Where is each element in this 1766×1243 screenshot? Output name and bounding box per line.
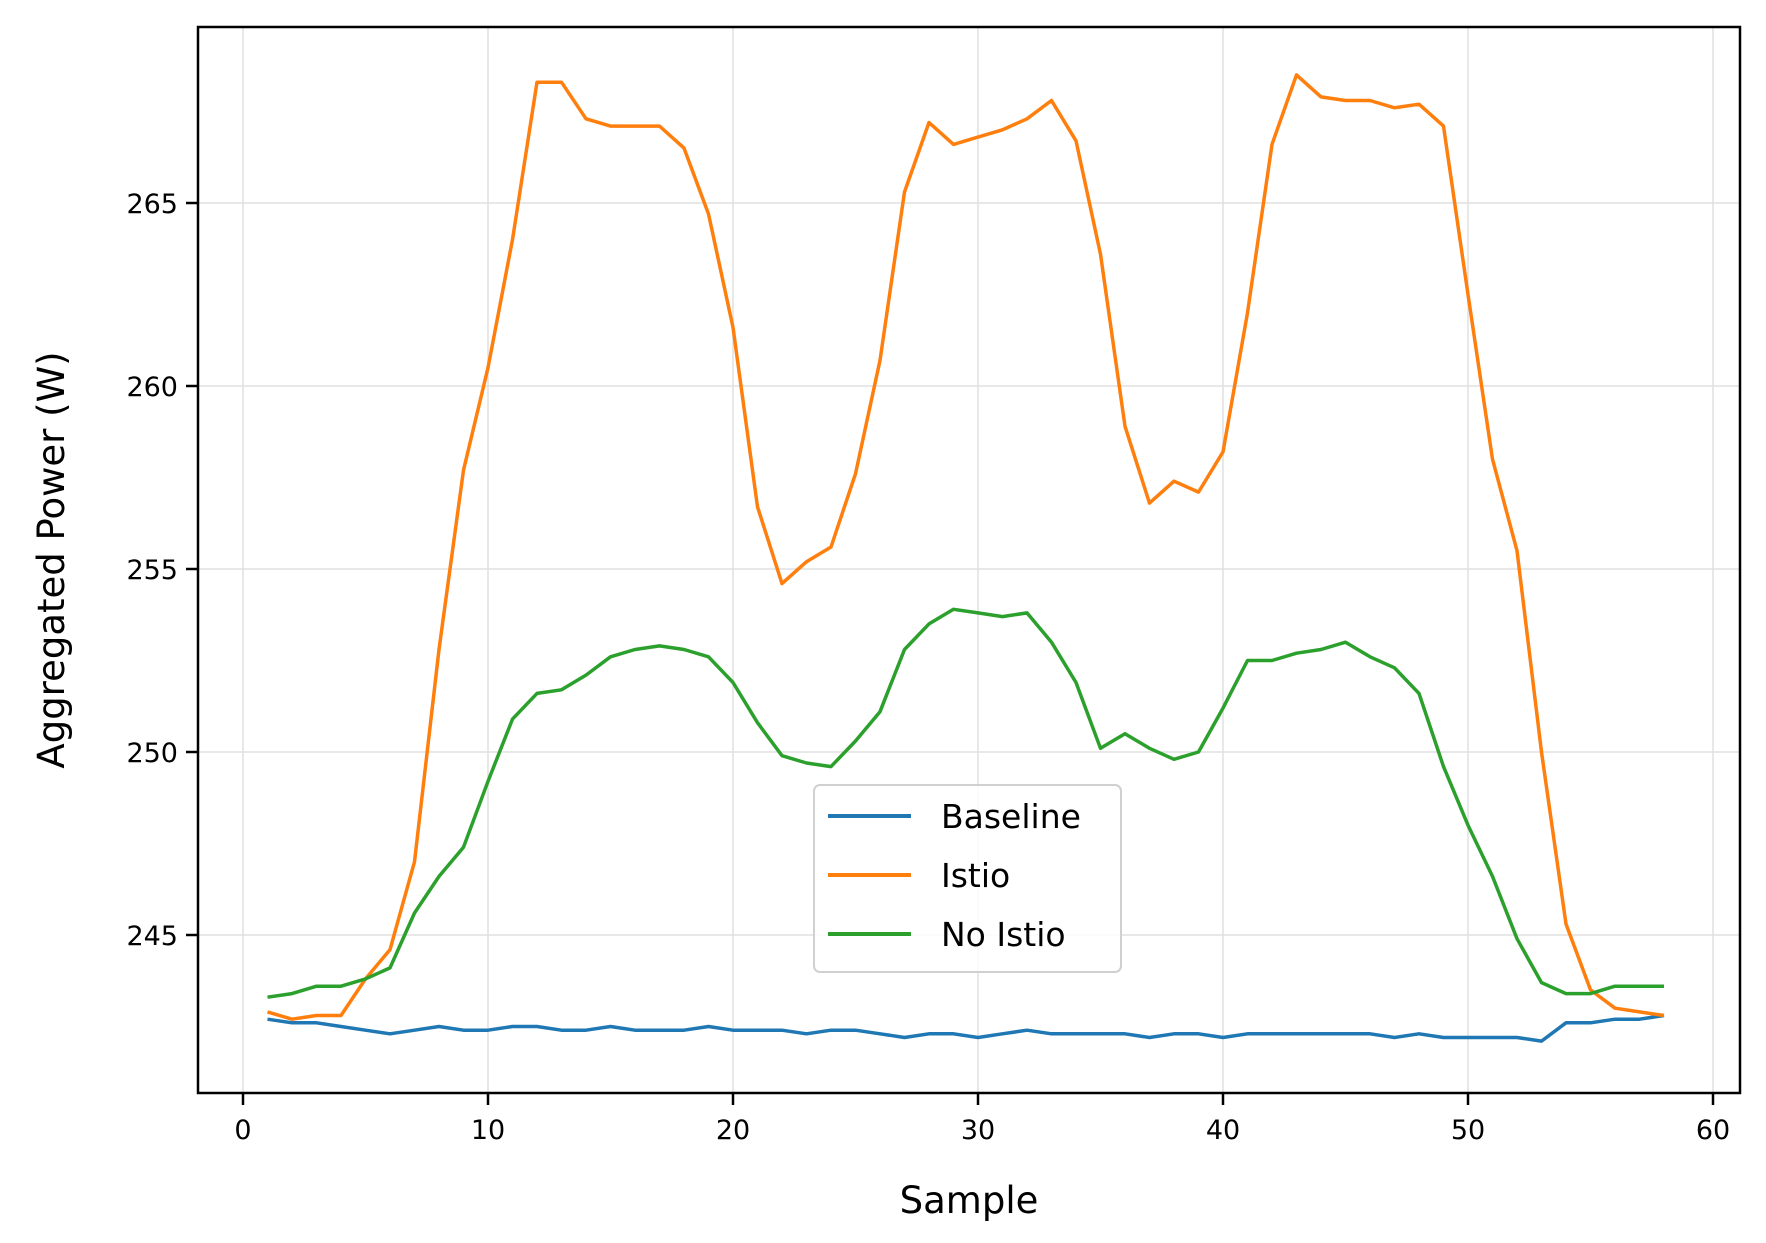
y-axis-ticks: 245 250 255 260 265 [126,189,198,952]
legend-label-baseline: Baseline [941,797,1081,836]
y-tick-label: 250 [126,738,178,769]
x-tick-label: 20 [716,1115,750,1146]
x-tick-label: 50 [1451,1115,1485,1146]
x-tick-label: 60 [1696,1115,1730,1146]
legend-item-no-istio: No Istio [828,915,1066,954]
x-tick-label: 30 [961,1115,995,1146]
y-tick-label: 255 [126,555,178,586]
series-line-no-istio [267,607,1664,999]
grid-lines [198,27,1740,1093]
y-tick-label: 265 [126,189,178,220]
legend-label-istio: Istio [941,856,1010,895]
series-line-istio [267,73,1665,1021]
x-tick-label: 10 [471,1115,505,1146]
y-axis-label: Aggregated Power (W) [30,351,73,768]
legend-box [813,784,1122,973]
legend-item-baseline: Baseline [828,797,1081,836]
x-tick-label: 40 [1206,1115,1240,1146]
legend: Baseline Istio No Istio [813,784,1122,973]
y-tick-label: 245 [126,921,178,952]
y-tick-label: 260 [126,372,178,403]
legend-label-no-istio: No Istio [941,915,1066,954]
x-axis-label: Sample [900,1179,1039,1222]
series-line-baseline [267,1013,1665,1043]
legend-item-istio: Istio [828,856,1010,895]
plot-frame [196,25,1742,1095]
series-lines [267,73,1665,1043]
x-tick-label: 0 [234,1115,251,1146]
x-axis-ticks: 0 10 20 30 40 50 60 [234,1093,1730,1146]
